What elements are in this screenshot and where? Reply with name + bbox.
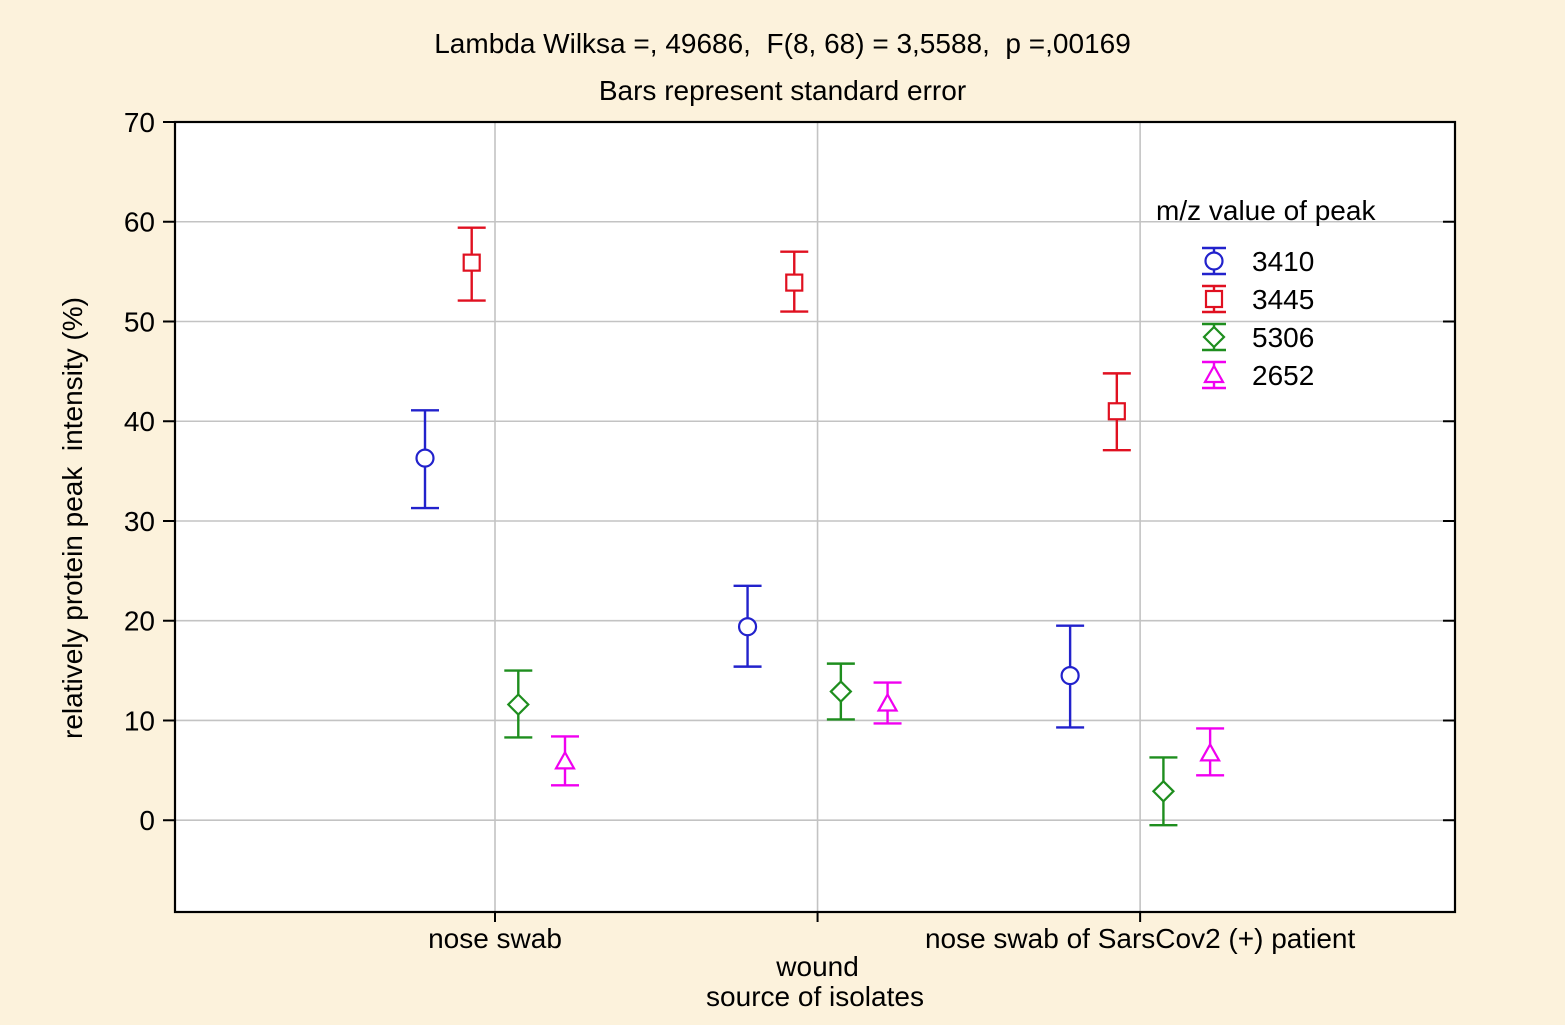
data-point-3445 bbox=[457, 226, 486, 302]
marker-square-icon bbox=[785, 273, 804, 292]
legend-entry-3410: 3410 bbox=[1202, 246, 1314, 277]
data-point-2652 bbox=[873, 681, 902, 725]
y-tick-label: 0 bbox=[139, 805, 155, 836]
data-point-5306 bbox=[1149, 756, 1178, 827]
marker-triangle-icon bbox=[554, 750, 576, 770]
marker-circle-icon bbox=[1060, 665, 1080, 686]
marker-diamond-icon bbox=[1202, 325, 1226, 349]
x-category-label: wound bbox=[775, 951, 859, 982]
data-point-2652 bbox=[551, 735, 579, 787]
y-tick-label: 60 bbox=[124, 207, 155, 238]
y-tick-label: 70 bbox=[124, 107, 155, 138]
marker-circle-icon bbox=[737, 617, 758, 637]
data-point-2652 bbox=[1196, 727, 1225, 777]
legend-entry-3445: 3445 bbox=[1202, 284, 1314, 315]
legend-title: m/z value of peak bbox=[1156, 195, 1376, 226]
legend-entry-label: 2652 bbox=[1252, 360, 1314, 391]
marker-diamond-icon bbox=[1151, 779, 1175, 803]
data-point-3445 bbox=[1102, 372, 1131, 452]
x-category-label: nose swab bbox=[428, 923, 562, 954]
legend-entry-label: 3410 bbox=[1252, 246, 1314, 277]
data-point-5306 bbox=[504, 669, 533, 739]
marker-triangle-icon bbox=[1199, 742, 1222, 762]
data-point-3410 bbox=[1056, 624, 1085, 729]
data-point-3410 bbox=[411, 409, 439, 510]
marker-diamond-icon bbox=[506, 692, 530, 717]
marker-square-icon bbox=[1107, 402, 1126, 421]
legend-entry-5306: 5306 bbox=[1202, 322, 1314, 353]
marker-triangle-icon bbox=[1203, 363, 1225, 384]
marker-diamond-icon bbox=[829, 680, 853, 704]
y-tick-label: 30 bbox=[124, 506, 155, 537]
x-axis-label: source of isolates bbox=[706, 981, 924, 1012]
data-point-3410 bbox=[733, 584, 762, 668]
y-tick-label: 40 bbox=[124, 406, 155, 437]
marker-circle-icon bbox=[415, 448, 435, 468]
marker-circle-icon bbox=[1204, 251, 1224, 271]
marker-triangle-icon bbox=[876, 692, 899, 712]
data-point-3445 bbox=[780, 250, 809, 313]
legend-entry-label: 5306 bbox=[1252, 322, 1314, 353]
data-point-5306 bbox=[826, 662, 855, 721]
y-tick-label: 20 bbox=[124, 606, 155, 637]
plot-background bbox=[175, 122, 1455, 912]
marker-square-icon bbox=[1204, 289, 1224, 309]
y-tick-label: 10 bbox=[124, 705, 155, 736]
y-tick-label: 50 bbox=[124, 306, 155, 337]
chart-subtitle: Bars represent standard error bbox=[598, 75, 967, 106]
x-category-label: nose swab of SarsCov2 (+) patient bbox=[925, 923, 1356, 954]
legend-entry-2652: 2652 bbox=[1202, 360, 1314, 391]
legend-entry-label: 3445 bbox=[1252, 284, 1314, 315]
chart-title: Lambda Wilksa =, 49686, F(8, 68) = 3,558… bbox=[434, 28, 1131, 59]
marker-square-icon bbox=[462, 253, 481, 272]
plot-border bbox=[173, 120, 1457, 914]
